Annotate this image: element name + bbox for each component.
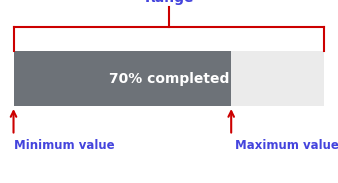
Text: Minimum value: Minimum value (14, 139, 114, 152)
Text: Range: Range (144, 0, 194, 5)
FancyBboxPatch shape (14, 51, 231, 106)
Text: 70% completed: 70% completed (109, 72, 229, 86)
FancyBboxPatch shape (14, 51, 324, 106)
Text: Maximum value: Maximum value (235, 139, 338, 152)
